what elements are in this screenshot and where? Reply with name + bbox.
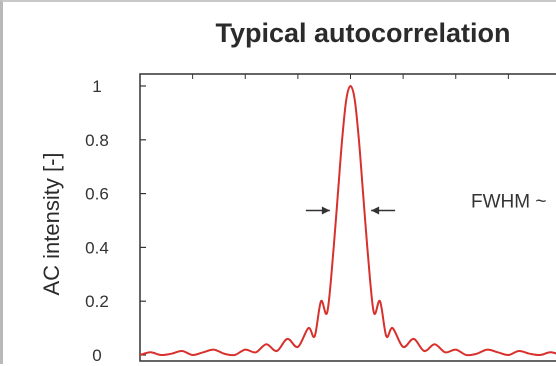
y-tick-label: 1	[92, 77, 101, 96]
y-tick-label: 0.2	[85, 292, 109, 311]
chart-title: Typical autocorrelation	[215, 18, 510, 48]
autocorrelation-chart: Typical autocorrelation AC intensity [-]…	[39, 18, 556, 365]
plot-border	[139, 73, 556, 362]
y-axis-ticks: 0 0.2 0.4 0.6 0.8 1	[85, 77, 146, 365]
y-tick-label: 0.6	[85, 185, 109, 204]
series-line	[139, 85, 556, 357]
x-axis-ticks	[192, 74, 509, 79]
fwhm-arrow-head	[321, 206, 330, 215]
y-tick-label: 0.8	[85, 131, 109, 150]
y-axis-label: AC intensity [-]	[39, 152, 64, 295]
fwhm-arrow-head	[371, 206, 380, 215]
y-tick-label: 0.4	[85, 238, 109, 257]
y-tick-label: 0	[92, 346, 101, 365]
plot-area	[139, 73, 556, 362]
fwhm-arrows	[305, 206, 396, 215]
fwhm-annotation: FWHM ~	[471, 192, 546, 213]
